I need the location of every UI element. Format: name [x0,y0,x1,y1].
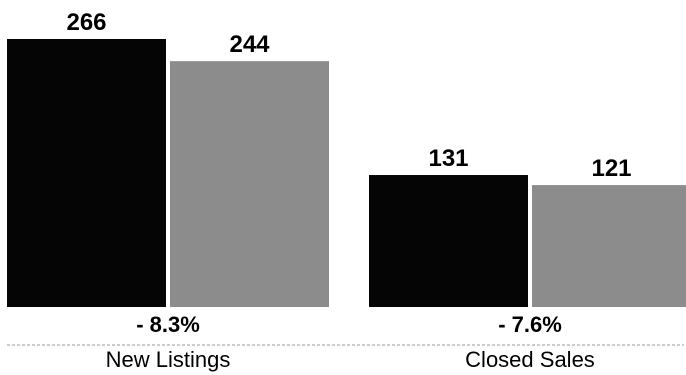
bar-new-listings-current [7,39,166,307]
value-label-new-listings-current: 266 [66,9,106,36]
change-label-new-listings: - 8.3% [136,312,200,337]
bar-closed-sales-current [369,175,528,307]
change-label-closed-sales: - 7.6% [498,312,562,337]
bar-closed-sales-prior [532,185,686,307]
value-label-new-listings-prior: 244 [229,31,270,58]
category-label-closed-sales: Closed Sales [465,347,595,372]
bar-new-listings-prior [170,61,329,308]
category-label-new-listings: New Listings [106,347,231,372]
value-label-closed-sales-current: 131 [428,145,468,172]
value-label-closed-sales-prior: 121 [591,155,631,182]
